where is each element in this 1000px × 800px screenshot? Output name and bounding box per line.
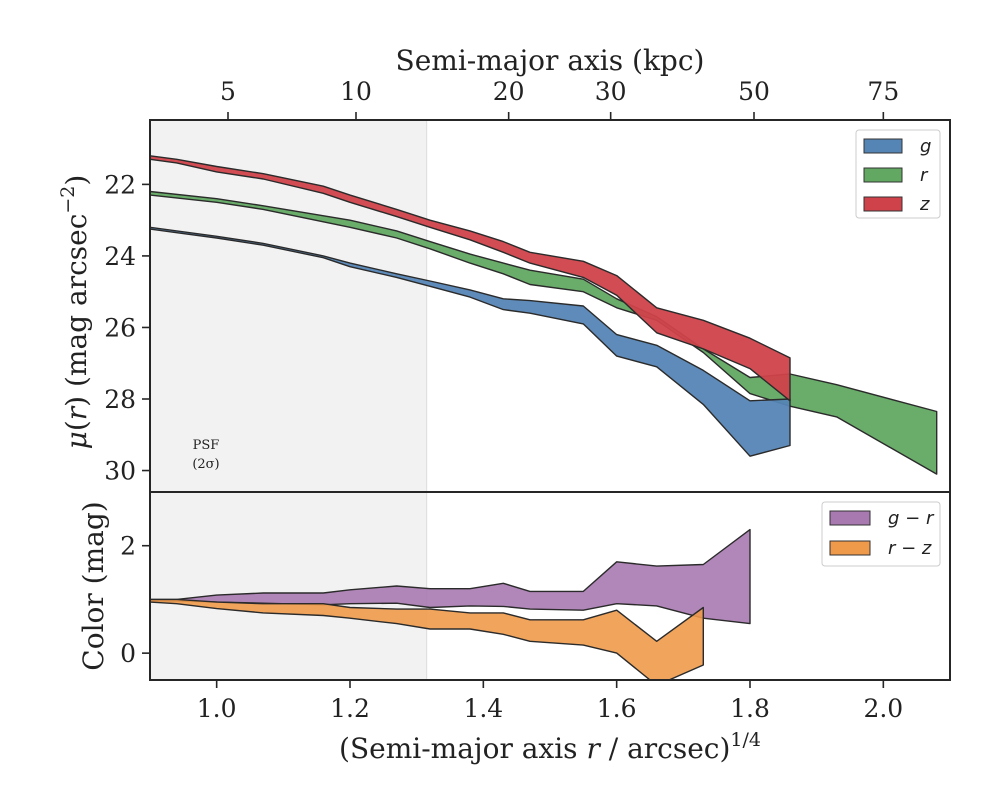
x-tick-label: 2.0	[863, 694, 903, 723]
x-tick-label: 1.4	[463, 694, 503, 723]
upper-y-tick-label: 28	[104, 385, 136, 414]
top-axis-label: Semi-major axis (kpc)	[396, 44, 705, 77]
legend-swatch	[863, 196, 903, 212]
legend-label: g	[920, 136, 931, 157]
x-tick-label: 1.2	[330, 694, 370, 723]
upper-y-tick-label: 26	[104, 313, 136, 342]
lower-panel-frame	[149, 491, 951, 681]
top-x-tick-label: 20	[493, 77, 525, 106]
x-tick-label: 1.0	[197, 694, 237, 723]
psf-note-line-1: PSF	[193, 438, 220, 453]
upper-y-tick-label: 22	[104, 170, 136, 199]
upper-legend: grz	[855, 129, 941, 219]
bottom-axis-label: (Semi-major axis r / arcsec)1/4	[339, 729, 761, 765]
lower-legend: g − r r − z	[821, 501, 941, 567]
legend-label: r	[920, 165, 929, 186]
top-x-tick-label: 75	[867, 77, 899, 106]
lower-y-tick-label: 2	[120, 532, 136, 561]
upper-y-tick-label: 30	[104, 457, 136, 486]
top-x-tick-label: 30	[595, 77, 627, 106]
top-x-tick-label: 50	[738, 77, 770, 106]
band-z	[150, 155, 791, 402]
top-x-tick-label: 5	[220, 77, 236, 106]
lower-y-axis-label: Color (mag)	[77, 501, 110, 670]
legend-label: z	[919, 194, 930, 215]
legend-swatch	[863, 167, 903, 183]
legend-swatch	[829, 540, 871, 556]
lower-y-tick-label: 0	[120, 639, 136, 668]
x-tick-label: 1.6	[597, 694, 637, 723]
band-rz	[150, 598, 704, 680]
psf-shaded-region-lower	[150, 492, 427, 680]
band-g	[150, 226, 791, 457]
legend-swatch	[863, 138, 903, 154]
legend-swatch	[829, 510, 871, 526]
top-x-tick-label: 10	[340, 77, 372, 106]
x-tick-label: 1.8	[730, 694, 770, 723]
legend-label: r − z	[888, 538, 932, 559]
upper-y-axis-label: μ(r) (mag arcsec−2)	[57, 175, 93, 450]
psf-note-line-2: (2σ)	[192, 457, 219, 472]
legend-label: g − r	[888, 508, 935, 529]
upper-y-tick-label: 24	[104, 242, 136, 271]
psf-shaded-region-upper	[150, 120, 427, 492]
band-r	[150, 190, 938, 475]
